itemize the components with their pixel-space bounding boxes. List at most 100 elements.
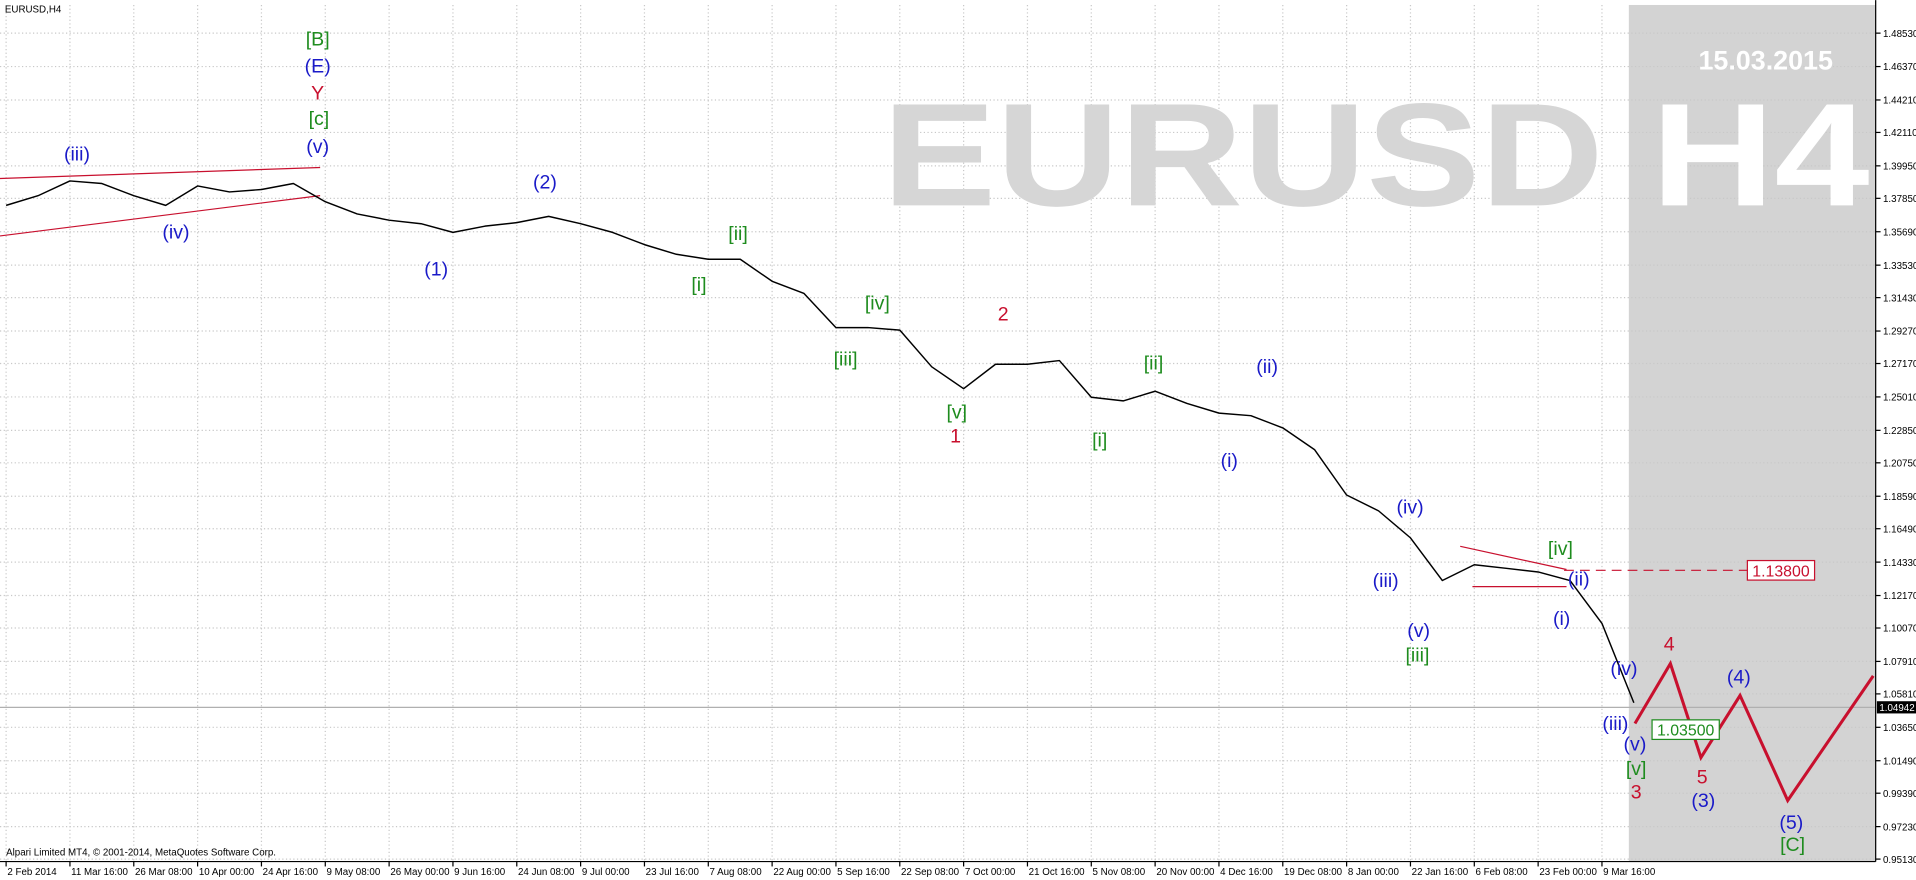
wave-label: (iii) (64, 143, 90, 165)
watermark-overlay: EURUSD H4 (882, 73, 1869, 237)
wave-label: [C] (1780, 834, 1805, 856)
level-label: 1.13800 (1752, 563, 1810, 580)
x-tick-label: 21 Oct 16:00 (1029, 867, 1085, 878)
wave-label: 5 (1697, 767, 1708, 789)
forecast-path (1633, 659, 1875, 804)
y-tick-label: 1.03650 (1883, 723, 1916, 734)
x-tick-label: 20 Nov 00:00 (1156, 867, 1215, 878)
y-tick-label: 1.33530 (1883, 261, 1916, 272)
price-line (5, 180, 1635, 703)
y-tick-label: 1.20750 (1883, 458, 1916, 469)
x-tick-label: 26 May 00:00 (390, 867, 450, 878)
copyright: Alpari Limited MT4, © 2001-2014, MetaQuo… (6, 847, 276, 858)
y-tick-label: 1.42110 (1883, 128, 1916, 139)
y-tick-label: 1.35690 (1883, 227, 1916, 238)
wave-label: [v] (946, 401, 967, 423)
y-tick-label: 0.95130 (1883, 855, 1916, 866)
y-tick-label: 1.31430 (1883, 293, 1916, 304)
x-tick-label: 22 Sep 08:00 (901, 867, 960, 878)
triangle-upper (1460, 545, 1567, 571)
wave-label: [iii] (834, 349, 858, 371)
y-tick-label: 1.22850 (1883, 426, 1916, 437)
wave-label: [v] (1626, 758, 1647, 780)
x-tick-label: 7 Aug 08:00 (710, 867, 763, 878)
wave-label: (iv) (162, 222, 189, 244)
wave-label: 4 (1664, 633, 1675, 655)
x-tick-label: 10 Apr 00:00 (199, 867, 255, 878)
symbol-label: EURUSD,H4 (5, 4, 62, 15)
wave-label: 1 (950, 426, 961, 448)
y-tick-label: 1.07910 (1883, 657, 1916, 668)
y-tick-label: 1.18590 (1883, 492, 1916, 503)
wave-label: (v) (1624, 734, 1647, 756)
current-price-box (1876, 701, 1916, 714)
wave-label: (4) (1727, 666, 1751, 688)
y-tick-label: 1.12170 (1883, 591, 1916, 602)
channel-lower (0, 195, 321, 237)
y-tick-label: 1.39950 (1883, 162, 1916, 173)
wave-label: [i] (1092, 429, 1107, 451)
y-tick-label: 1.48530 (1883, 29, 1916, 40)
x-tick-label: 5 Sep 16:00 (837, 867, 890, 878)
x-tick-label: 9 Jun 16:00 (454, 867, 506, 878)
wave-label: [B] (306, 29, 330, 51)
date-stamp: 15.03.2015 (1698, 46, 1833, 76)
x-tick-label: 23 Feb 00:00 (1539, 867, 1597, 878)
x-tick-label: 9 Mar 16:00 (1603, 867, 1656, 878)
y-tick-label: 1.01490 (1883, 756, 1916, 767)
wave-label: (i) (1553, 608, 1570, 630)
wave-label: [ii] (728, 223, 748, 245)
level-box (1746, 559, 1816, 581)
wave-label: [iv] (865, 293, 890, 315)
level-label: 1.03500 (1657, 723, 1715, 740)
y-tick-label: 1.25010 (1883, 393, 1916, 404)
y-tick-label: 1.44210 (1883, 96, 1916, 107)
y-tick-label: 1.29270 (1883, 327, 1916, 338)
wave-label: 3 (1631, 781, 1642, 803)
x-tick-label: 19 Dec 08:00 (1284, 867, 1343, 878)
x-tick-label: 7 Oct 00:00 (965, 867, 1016, 878)
wave-label: (i) (1221, 450, 1238, 472)
grid (0, 4, 1876, 862)
x-tick-label: 4 Dec 16:00 (1220, 867, 1273, 878)
y-tick-label: 1.14330 (1883, 558, 1916, 569)
wave-label: (ii) (1256, 356, 1278, 378)
wave-label: (5) (1779, 812, 1803, 834)
x-tick-label: 6 Feb 08:00 (1476, 867, 1529, 878)
y-tick-label: 0.97230 (1883, 822, 1916, 833)
wave-label: (iv) (1397, 497, 1424, 519)
marks (0, 180, 1876, 804)
wave-label: Y (311, 82, 324, 104)
y-tick-label: 1.46370 (1883, 62, 1916, 73)
wave-label: [iii] (1406, 644, 1430, 666)
wave-label: (2) (533, 172, 557, 194)
y-tick-label: 1.27170 (1883, 359, 1916, 370)
current-price-label: 1.04942 (1879, 703, 1914, 714)
x-tick-label: 26 Mar 08:00 (135, 867, 193, 878)
y-tick-label: 1.37850 (1883, 194, 1916, 205)
wave-label: (1) (424, 258, 448, 280)
wave-label: [c] (309, 108, 330, 130)
wave-label: [iv] (1548, 538, 1573, 560)
x-tick-label: 22 Jan 16:00 (1412, 867, 1469, 878)
x-tick-label: 23 Jul 16:00 (646, 867, 700, 878)
x-tick-label: 5 Nov 08:00 (1093, 867, 1146, 878)
y-tick-label: 0.99390 (1883, 789, 1916, 800)
level-box (1651, 719, 1720, 741)
x-tick-label: 9 Jul 00:00 (582, 867, 630, 878)
x-tick-label: 8 Jan 00:00 (1348, 867, 1400, 878)
y-tick-label: 1.16490 (1883, 524, 1916, 535)
wave-label: (iii) (1602, 713, 1628, 735)
wave-label: (iv) (1610, 658, 1637, 680)
trend-lines (0, 166, 1567, 588)
wave-label: (iii) (1373, 570, 1399, 592)
wave-label: 2 (998, 304, 1009, 326)
wave-label: (v) (1407, 620, 1430, 642)
x-tick-label: 9 May 08:00 (327, 867, 381, 878)
x-tick-label: 11 Mar 16:00 (71, 867, 128, 878)
x-tick-label: 2 Feb 2014 (7, 867, 57, 878)
wave-label: [i] (691, 274, 706, 296)
y-tick-label: 1.10070 (1883, 624, 1916, 635)
